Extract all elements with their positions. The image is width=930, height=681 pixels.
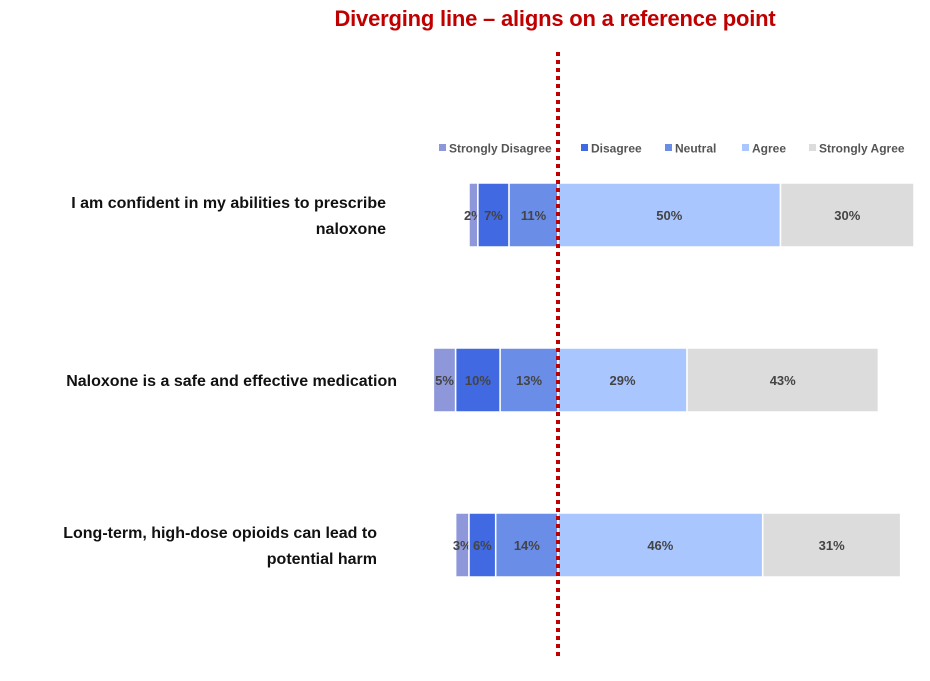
bar-segment xyxy=(686,347,880,413)
bar-segment xyxy=(779,182,915,248)
data-label: 31% xyxy=(819,538,845,553)
data-label: 3% xyxy=(453,538,472,553)
data-label: 50% xyxy=(656,208,682,223)
bar-segment xyxy=(494,512,559,578)
chart-title: Diverging line – aligns on a reference p… xyxy=(334,6,776,31)
legend-label: Disagree xyxy=(591,142,642,156)
bar-segment xyxy=(508,182,559,248)
legend-label: Strongly Disagree xyxy=(449,142,552,156)
category-label: naloxone xyxy=(316,221,386,238)
legend-swatch xyxy=(439,144,446,151)
data-label: 13% xyxy=(516,373,542,388)
data-label: 10% xyxy=(465,373,491,388)
legend-swatch xyxy=(742,144,749,151)
data-label: 29% xyxy=(610,373,636,388)
legend-swatch xyxy=(665,144,672,151)
category-label: I am confident in my abilities to prescr… xyxy=(71,195,386,212)
bar-segment xyxy=(761,512,902,578)
data-label: 43% xyxy=(770,373,796,388)
data-label: 11% xyxy=(521,208,547,223)
legend-label: Strongly Agree xyxy=(819,142,905,156)
bar-segment xyxy=(557,512,764,578)
legend-swatch xyxy=(809,144,816,151)
legend-label: Neutral xyxy=(675,142,716,156)
legend-swatch xyxy=(581,144,588,151)
legend-label: Agree xyxy=(752,142,786,156)
data-label: 46% xyxy=(647,538,673,553)
data-label: 30% xyxy=(834,208,860,223)
category-label: potential harm xyxy=(267,551,377,568)
data-label: 7% xyxy=(484,208,503,223)
category-label: Long-term, high-dose opioids can lead to xyxy=(63,525,377,542)
data-label: 5% xyxy=(435,373,454,388)
data-label: 14% xyxy=(514,538,540,553)
bar-segment xyxy=(499,347,559,413)
category-label: Naloxone is a safe and effective medicat… xyxy=(66,373,397,390)
data-label: 6% xyxy=(473,538,492,553)
